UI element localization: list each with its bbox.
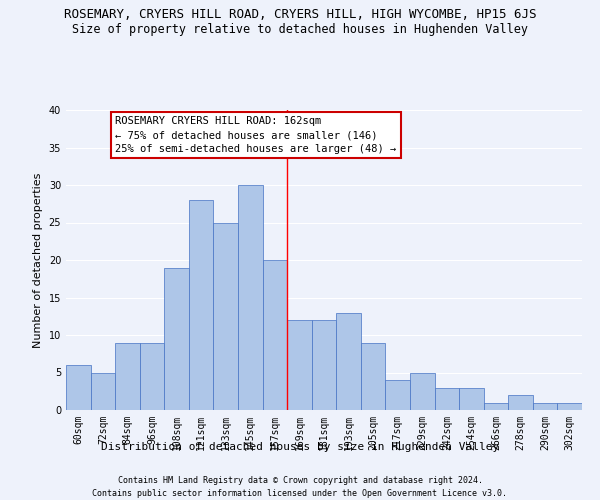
Bar <box>533 402 557 410</box>
Bar <box>140 342 164 410</box>
Y-axis label: Number of detached properties: Number of detached properties <box>33 172 43 348</box>
Bar <box>459 388 484 410</box>
Bar <box>508 395 533 410</box>
Bar <box>434 388 459 410</box>
Bar <box>164 268 189 410</box>
Bar <box>66 365 91 410</box>
Text: ROSEMARY, CRYERS HILL ROAD, CRYERS HILL, HIGH WYCOMBE, HP15 6JS: ROSEMARY, CRYERS HILL ROAD, CRYERS HILL,… <box>64 8 536 20</box>
Text: Distribution of detached houses by size in Hughenden Valley: Distribution of detached houses by size … <box>101 442 499 452</box>
Text: ROSEMARY CRYERS HILL ROAD: 162sqm
← 75% of detached houses are smaller (146)
25%: ROSEMARY CRYERS HILL ROAD: 162sqm ← 75% … <box>115 116 397 154</box>
Bar <box>91 372 115 410</box>
Bar <box>484 402 508 410</box>
Bar <box>189 200 214 410</box>
Bar <box>312 320 336 410</box>
Bar <box>385 380 410 410</box>
Bar <box>336 312 361 410</box>
Bar <box>410 372 434 410</box>
Bar <box>238 185 263 410</box>
Bar <box>361 342 385 410</box>
Text: Contains public sector information licensed under the Open Government Licence v3: Contains public sector information licen… <box>92 489 508 498</box>
Bar <box>557 402 582 410</box>
Bar <box>263 260 287 410</box>
Text: Size of property relative to detached houses in Hughenden Valley: Size of property relative to detached ho… <box>72 22 528 36</box>
Bar <box>115 342 140 410</box>
Bar <box>287 320 312 410</box>
Bar <box>214 222 238 410</box>
Text: Contains HM Land Registry data © Crown copyright and database right 2024.: Contains HM Land Registry data © Crown c… <box>118 476 482 485</box>
